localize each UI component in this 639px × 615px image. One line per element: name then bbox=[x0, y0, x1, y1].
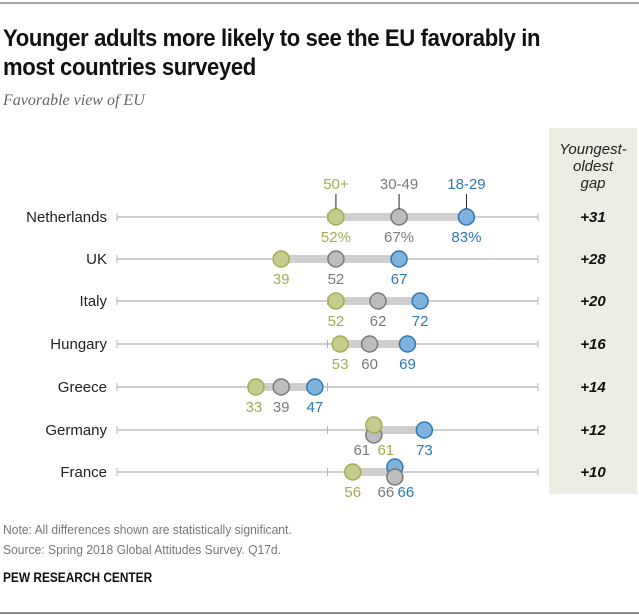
legend-label-50+: 50+ bbox=[323, 176, 349, 193]
chart-row-hungary: Hungary 53 60 69 +16 bbox=[50, 335, 606, 373]
chart-row-greece: Greece 33 39 47 +14 bbox=[58, 378, 606, 416]
chart-title-line-1: Younger adults more likely to see the EU… bbox=[3, 25, 541, 52]
organization-logo-text: PEW RESEARCH CENTER bbox=[3, 570, 153, 585]
dot-50-plus bbox=[365, 416, 383, 434]
chart-row-netherlands: Netherlands 50+ 30-49 18-29 52% 67% 83% +31 bbox=[26, 176, 606, 246]
value-label-30-49: 39 bbox=[273, 399, 290, 416]
country-label: France bbox=[60, 464, 107, 481]
legend-label-30-49: 30-49 bbox=[380, 176, 418, 193]
chart-title-line-2: most countries surveyed bbox=[3, 54, 256, 81]
value-label-30-49: 52 bbox=[328, 271, 345, 288]
chart-subtitle: Favorable view of EU bbox=[3, 92, 145, 109]
gap-value: +20 bbox=[580, 293, 606, 310]
dot-50-plus bbox=[327, 208, 345, 226]
bottom-rule bbox=[0, 612, 639, 614]
chart-row-uk: UK 39 52 67 +28 bbox=[86, 250, 606, 288]
value-label-50-plus: 52 bbox=[328, 313, 345, 330]
gap-header-line: gap bbox=[580, 175, 605, 192]
value-label-30-49: 66 bbox=[378, 484, 395, 501]
value-label-18-29: 72 bbox=[412, 313, 429, 330]
value-label-18-29: 47 bbox=[307, 399, 324, 416]
dot-30-49 bbox=[272, 378, 290, 396]
dot-50-plus bbox=[247, 378, 265, 396]
dot-30-49 bbox=[386, 468, 404, 486]
range-bar bbox=[352, 468, 395, 476]
dot-30-49 bbox=[390, 208, 408, 226]
gap-value: +31 bbox=[580, 209, 605, 226]
value-label-50-plus: 33 bbox=[246, 399, 263, 416]
dot-18-29 bbox=[398, 335, 417, 353]
gap-column-panel bbox=[549, 128, 637, 494]
dot-18-29 bbox=[390, 250, 408, 268]
value-label-18-29: 83% bbox=[451, 229, 481, 246]
gap-value: +28 bbox=[580, 251, 606, 268]
dot-18-29 bbox=[457, 208, 476, 226]
dot-18-29 bbox=[415, 421, 434, 439]
country-label: Greece bbox=[58, 379, 107, 396]
chart-source: Source: Spring 2018 Global Attitudes Sur… bbox=[3, 542, 282, 557]
value-label-18-29: 66 bbox=[398, 484, 415, 501]
value-label-30-49: 67% bbox=[384, 229, 414, 246]
country-label: Germany bbox=[45, 422, 107, 439]
chart-row-italy: Italy 52 62 72 +20 bbox=[79, 292, 606, 330]
value-label-30-49: 60 bbox=[361, 356, 378, 373]
value-label-50-plus: 61 bbox=[377, 442, 394, 459]
chart-row-germany: Germany 61 61 73 +12 bbox=[45, 416, 606, 459]
value-label-50-plus: 56 bbox=[344, 484, 361, 501]
value-label-50-plus: 52% bbox=[321, 229, 351, 246]
country-label: Netherlands bbox=[26, 209, 107, 226]
value-label-18-29: 67 bbox=[391, 271, 408, 288]
gap-header-line: Youngest- bbox=[559, 141, 627, 158]
value-label-18-29: 69 bbox=[399, 356, 416, 373]
gap-value: +16 bbox=[580, 336, 606, 353]
value-label-18-29: 73 bbox=[416, 442, 433, 459]
legend-label-18-29: 18-29 bbox=[447, 176, 485, 193]
country-label: Hungary bbox=[50, 336, 107, 353]
chart-rows: Netherlands 50+ 30-49 18-29 52% 67% 83% +31 UK 39… bbox=[26, 176, 606, 501]
value-label-50-plus: 39 bbox=[273, 271, 290, 288]
value-label-30-49: 61 bbox=[353, 442, 370, 459]
country-label: Italy bbox=[79, 293, 107, 310]
country-label: UK bbox=[86, 251, 107, 268]
top-rule bbox=[0, 2, 639, 4]
dot-18-29 bbox=[306, 378, 324, 396]
gap-value: +12 bbox=[580, 422, 606, 439]
dot-50-plus bbox=[327, 292, 345, 310]
gap-value: +10 bbox=[580, 464, 606, 481]
value-label-30-49: 62 bbox=[370, 313, 387, 330]
chart-row-france: France 56 66 66 +10 bbox=[60, 458, 606, 501]
value-label-50-plus: 53 bbox=[332, 356, 349, 373]
dot-30-49 bbox=[327, 250, 345, 268]
gap-value: +14 bbox=[580, 379, 606, 396]
dot-50-plus bbox=[272, 250, 290, 268]
dot-30-49 bbox=[369, 292, 387, 310]
dot-30-49 bbox=[360, 335, 379, 353]
gap-header-line: oldest bbox=[573, 158, 614, 175]
range-bar bbox=[373, 426, 425, 434]
dot-18-29 bbox=[411, 292, 429, 310]
chart-title: Younger adults more likely to see the EU… bbox=[3, 24, 583, 82]
dot-50-plus bbox=[331, 335, 349, 353]
chart-note: Note: All differences shown are statisti… bbox=[3, 522, 292, 537]
dot-50-plus bbox=[344, 463, 362, 481]
